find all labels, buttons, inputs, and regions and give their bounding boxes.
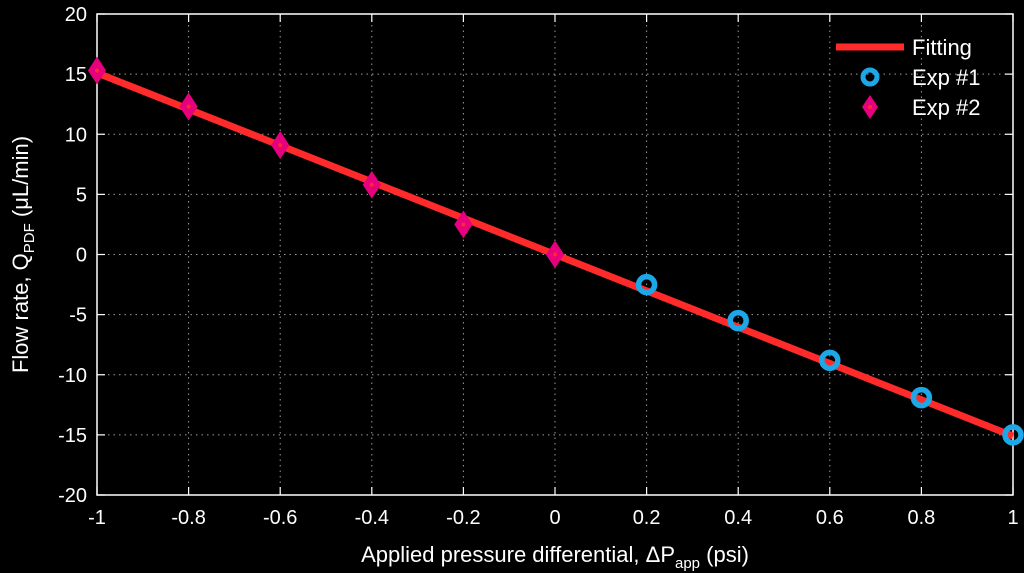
exp1-point (1002, 424, 1024, 446)
x-tick-label: 0.8 (907, 507, 935, 529)
x-tick-label: -1 (88, 507, 106, 529)
x-tick-label: -0.4 (355, 507, 389, 529)
x-tick-label: 1 (1007, 507, 1018, 529)
exp2-point-center (278, 143, 283, 148)
exp2-point-center (186, 104, 191, 109)
exp1-point (635, 273, 658, 296)
exp2-point-center (369, 182, 374, 187)
x-tick-label: 0.4 (724, 507, 752, 529)
legend-item: Fitting (836, 35, 972, 60)
series-exp-2 (87, 56, 565, 269)
y-tick-label: 5 (76, 184, 87, 206)
y-tick-label: 10 (65, 124, 87, 146)
y-tick-label: -10 (58, 365, 87, 387)
legend-item: Exp #2 (862, 95, 981, 120)
exp2-point-center (461, 222, 466, 227)
x-tick-label: -0.8 (171, 507, 205, 529)
exp1-point (819, 349, 841, 372)
legend-label: Exp #1 (912, 65, 981, 90)
y-tick-label: -20 (58, 485, 87, 507)
exp1-point (910, 386, 933, 409)
x-tick-label: -0.2 (446, 507, 480, 529)
x-tick-label: -0.6 (263, 507, 297, 529)
exp2-point-center (95, 68, 99, 73)
legend-label: Fitting (912, 35, 972, 60)
y-tick-label: -5 (69, 305, 87, 327)
x-axis-label: Applied pressure differential, ΔPapp (ps… (361, 542, 749, 572)
series-exp-1 (635, 273, 1024, 446)
series-layer (87, 56, 1024, 446)
legend-label: Exp #2 (912, 95, 981, 120)
y-tick-label: -15 (58, 425, 87, 447)
y-tick-label: 15 (65, 64, 87, 86)
legend: Fitting Exp #1 Exp #2 (836, 35, 981, 120)
x-tick-label: 0 (549, 507, 560, 529)
x-tick-label: 0.2 (633, 507, 661, 529)
legend-swatch-circle (860, 67, 880, 87)
y-tick-label: 20 (65, 4, 87, 26)
exp1-point (727, 309, 749, 332)
y-tick-label: 0 (76, 245, 87, 267)
axis-ticks: -1 -0.8 -0.6 -0.4 -0.2 0 0.2 0.4 0.6 0.8 1 -20 -15 -1… (58, 4, 1018, 529)
exp2-point-center (553, 252, 557, 257)
y-axis-label: Flow rate, QPDF (μL/min) (8, 136, 38, 373)
legend-item: Exp #1 (860, 65, 981, 90)
legend-swatch-diamond-center (868, 105, 872, 109)
x-tick-label: 0.6 (816, 507, 844, 529)
